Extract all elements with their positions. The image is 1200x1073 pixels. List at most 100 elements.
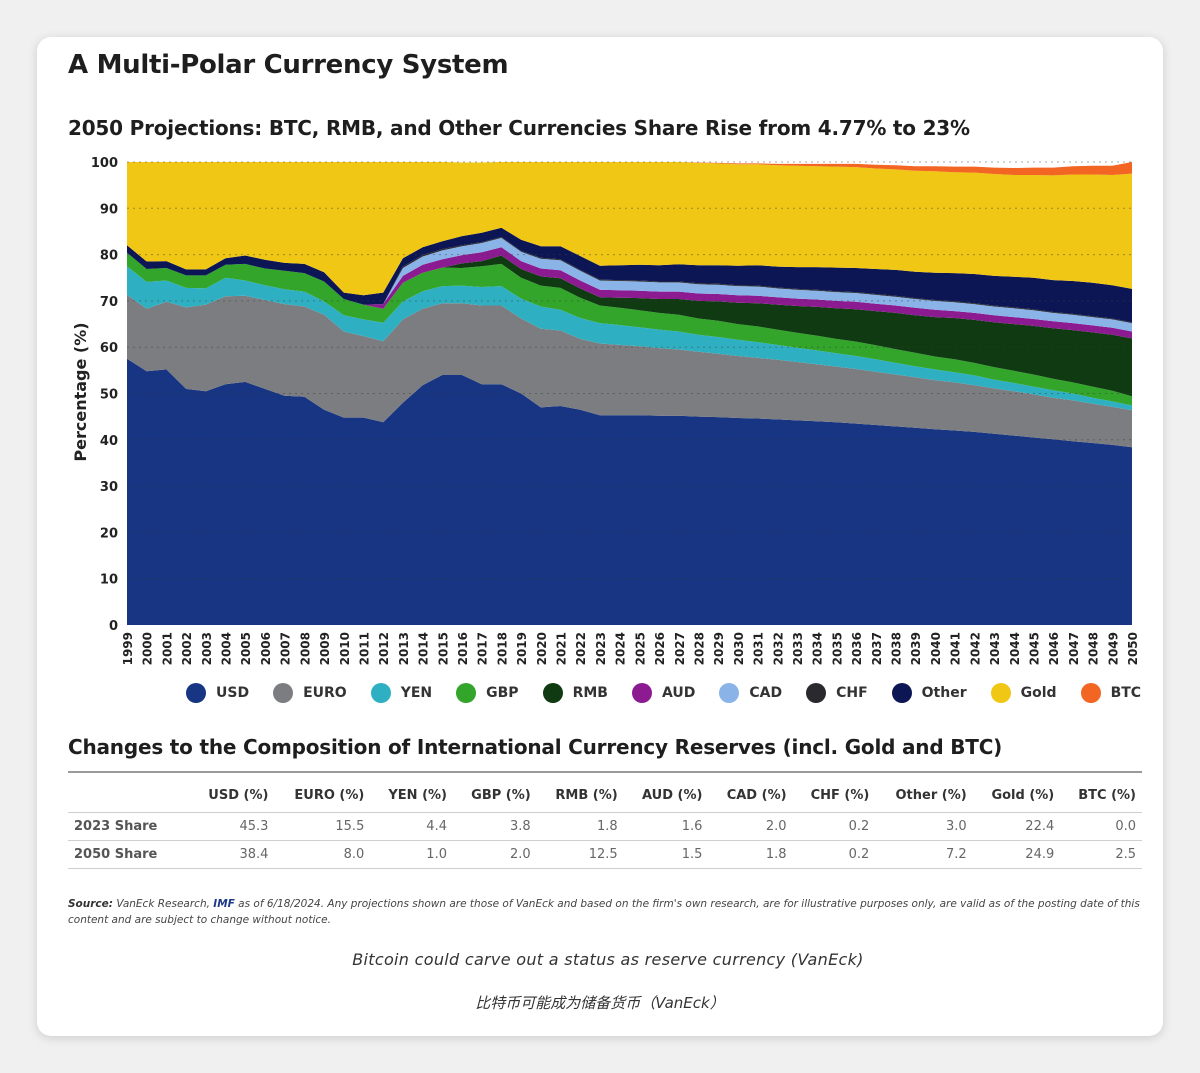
legend-item-euro: EURO [273, 683, 347, 703]
legend-label: GBP [486, 685, 519, 701]
legend-label: AUD [661, 685, 696, 701]
x-tick-label: 2026 [653, 632, 667, 665]
y-tick-label: 60 [100, 341, 118, 356]
area-cad [127, 237, 1132, 332]
table-cell: 8.0 [274, 840, 371, 869]
y-axis-label: Percentage (%) [71, 322, 90, 461]
table-header-cell [68, 782, 190, 813]
table-header-cell: CHF (%) [792, 782, 876, 813]
table-cell: 12.5 [536, 840, 624, 869]
y-axis-ticks: 0 10 20 30 40 50 60 70 80 90 100 [91, 156, 118, 634]
x-tick-label: 2044 [1008, 632, 1022, 665]
legend-swatch-icon [370, 683, 391, 703]
table-header-cell: AUD (%) [623, 782, 709, 813]
x-tick-label: 2024 [614, 632, 628, 665]
area-other [127, 227, 1132, 323]
reserves-table: USD (%) EURO (%) YEN (%) GBP (%) RMB (%) AUD … [68, 782, 1142, 869]
y-tick-label: 100 [91, 156, 118, 171]
x-tick-label: 2046 [1047, 632, 1061, 665]
table-cell: 7.2 [875, 840, 973, 869]
x-tick-label: 2006 [259, 632, 273, 665]
y-tick-label: 40 [100, 434, 118, 449]
table-cell: 0.2 [792, 812, 876, 841]
table-header-row: USD (%) EURO (%) YEN (%) GBP (%) RMB (%) AUD … [68, 782, 1142, 813]
table-row: 2050 Share 38.4 8.0 1.0 2.0 12.5 1.5 1.8 0.2 7.2 2… [68, 840, 1142, 869]
area-series-group [127, 162, 1132, 625]
legend-swatch-icon [806, 683, 827, 703]
legend-label: CHF [836, 685, 868, 701]
x-axis-ticks: 1999 2000 2001 2002 2003 2004 2005 2006 2007 2008… [121, 632, 1140, 665]
legend-item-rmb: RMB [542, 683, 608, 703]
table-cell: 1.8 [536, 812, 624, 841]
area-yen [127, 266, 1132, 411]
y-tick-label: 50 [100, 388, 118, 403]
x-tick-label: 2038 [890, 632, 904, 665]
chart-legend: USD EURO YEN GBP RMB AUD CAD CHF Other Gold BTC [186, 680, 1141, 706]
table-header-cell: Gold (%) [972, 782, 1061, 813]
table-cell: 0.0 [1060, 812, 1142, 841]
legend-swatch-icon [990, 683, 1011, 703]
x-tick-label: 2043 [988, 632, 1002, 665]
x-tick-label: 2041 [949, 632, 963, 665]
legend-swatch-icon [273, 683, 294, 703]
area-gold [127, 162, 1132, 296]
legend-label: USD [216, 685, 250, 701]
table-header-cell: CAD (%) [708, 782, 793, 813]
legend-swatch-icon [542, 683, 563, 703]
legend-label: Gold [1020, 685, 1057, 701]
x-tick-label: 2016 [456, 632, 470, 665]
x-tick-label: 1999 [121, 632, 135, 665]
table-title: Changes to the Composition of Internatio… [68, 735, 1003, 759]
x-tick-label: 2035 [830, 632, 844, 665]
y-tick-label: 20 [100, 526, 118, 541]
table-cell: 3.8 [452, 812, 537, 841]
table-header-cell: Other (%) [875, 782, 973, 813]
legend-swatch-icon [719, 683, 740, 703]
x-tick-label: 2049 [1106, 632, 1120, 665]
x-tick-label: 2030 [732, 632, 746, 665]
area-aud [127, 247, 1132, 339]
table-cell: 1.6 [623, 812, 709, 841]
x-tick-label: 2002 [180, 632, 194, 665]
y-tick-label: 90 [100, 202, 118, 217]
table-cell: 15.5 [274, 812, 371, 841]
main-title: A Multi-Polar Currency System [68, 50, 509, 80]
legend-label: RMB [572, 685, 608, 701]
table-row: 2023 Share 45.3 15.5 4.4 3.8 1.8 1.6 2.0 0.2 3.0 2… [68, 812, 1142, 841]
x-tick-label: 2005 [239, 632, 253, 665]
x-tick-label: 2037 [870, 632, 884, 665]
x-tick-label: 2039 [909, 632, 923, 665]
x-tick-label: 2033 [791, 632, 805, 665]
x-tick-label: 2034 [811, 632, 825, 665]
x-tick-label: 2001 [160, 632, 174, 665]
chart-title: 2050 Projections: BTC, RMB, and Other Cu… [68, 116, 970, 140]
x-tick-label: 2017 [476, 632, 490, 665]
source-note: Source: VanEck Research, IMF as of 6/18/… [68, 896, 1143, 928]
x-tick-label: 2003 [200, 632, 214, 665]
area-euro [127, 294, 1132, 448]
legend-item-gold: Gold [990, 683, 1057, 703]
table-header-cell: GBP (%) [452, 782, 537, 813]
legend-item-usd: USD [186, 683, 249, 703]
x-tick-label: 2050 [1126, 632, 1140, 665]
legend-item-gbp: GBP [456, 683, 519, 703]
x-tick-label: 2000 [141, 632, 155, 665]
table-cell: 3.0 [875, 812, 973, 841]
x-tick-label: 2045 [1028, 632, 1042, 665]
x-tick-label: 2025 [633, 632, 647, 665]
table-cell: 2.0 [708, 812, 793, 841]
table-cell: 2023 Share [68, 812, 190, 841]
imf-link[interactable]: IMF [213, 898, 235, 910]
x-tick-label: 2015 [436, 632, 450, 665]
table-cell: 22.4 [972, 812, 1061, 841]
x-tick-label: 2008 [298, 632, 312, 665]
x-tick-label: 2048 [1087, 632, 1101, 665]
table-divider [68, 771, 1142, 773]
table-cell: 2050 Share [68, 840, 190, 869]
y-tick-label: 80 [100, 249, 118, 264]
x-tick-label: 2012 [377, 632, 391, 665]
y-tick-label: 30 [100, 480, 118, 495]
x-tick-label: 2031 [752, 632, 766, 665]
table-cell: 2.0 [452, 840, 537, 869]
